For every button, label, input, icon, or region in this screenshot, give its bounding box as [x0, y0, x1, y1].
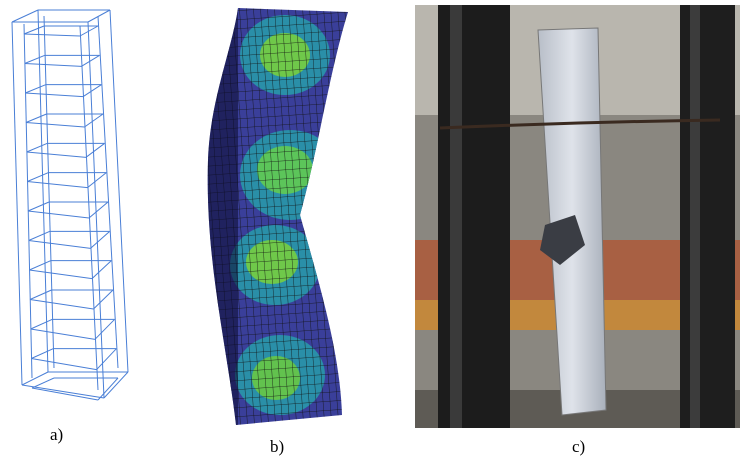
wire-line: [25, 85, 45, 93]
wire-line: [25, 55, 45, 63]
wire-line: [29, 231, 50, 240]
wire-line: [24, 24, 32, 378]
wire-line: [29, 270, 92, 279]
wire-line: [104, 372, 128, 398]
wire-line: [91, 231, 110, 248]
wire-line: [22, 372, 48, 385]
wire-line: [27, 143, 48, 152]
wire-line: [32, 388, 98, 400]
panel-label: a): [50, 425, 63, 444]
wire-line: [29, 261, 50, 270]
wire-line: [88, 173, 107, 188]
wire-line: [83, 85, 101, 97]
wire-line: [31, 349, 53, 359]
wire-line: [92, 261, 111, 279]
wire-line: [80, 26, 98, 390]
wire-line: [98, 16, 118, 368]
wire-line: [25, 64, 82, 67]
wire-line: [31, 319, 53, 329]
test-photo: [415, 5, 740, 428]
wire-line: [95, 319, 115, 339]
wire-line: [30, 290, 52, 300]
wire-line: [24, 26, 44, 34]
wire-line: [30, 300, 94, 310]
wire-line: [27, 152, 86, 157]
wire-line: [28, 211, 89, 218]
wire-line: [32, 378, 54, 388]
wire-line: [44, 16, 54, 368]
panel-label: b): [270, 437, 284, 456]
wire-line: [29, 241, 91, 249]
wireframe-model: [12, 10, 128, 400]
wire-line: [86, 143, 105, 157]
wire-line: [110, 10, 128, 372]
wire-line: [94, 290, 114, 309]
panel-label: c): [572, 437, 585, 456]
wire-line: [12, 10, 38, 22]
wire-line: [26, 114, 47, 123]
wire-line: [89, 202, 108, 218]
wire-line: [97, 349, 117, 370]
wire-line: [27, 182, 87, 188]
wire-line: [25, 93, 83, 97]
wire-line: [85, 114, 104, 127]
fe-mesh-model: [200, 0, 360, 430]
wire-line: [27, 173, 48, 182]
figure: a) b) c): [0, 0, 740, 461]
wire-line: [26, 123, 85, 128]
wire-line: [88, 10, 110, 22]
wire-line: [24, 34, 80, 36]
wire-line: [12, 22, 22, 385]
wire-line: [31, 359, 96, 370]
wire-line: [31, 329, 95, 339]
wire-line: [98, 378, 118, 400]
wire-line: [82, 55, 100, 66]
wire-line: [28, 202, 49, 211]
